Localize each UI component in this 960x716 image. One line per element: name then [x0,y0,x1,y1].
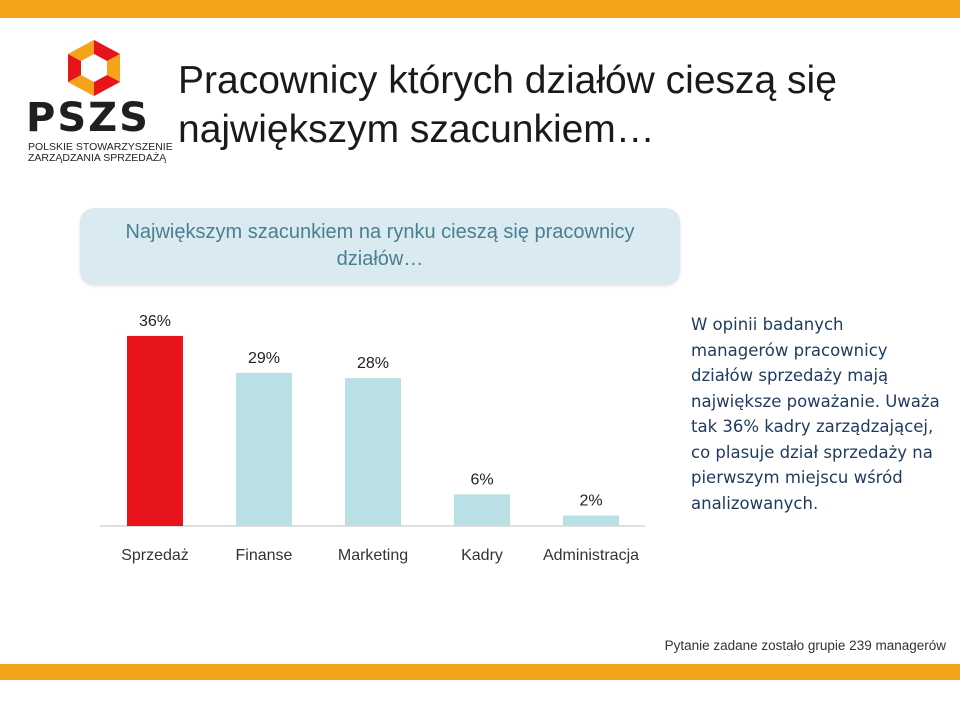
subtitle-text: Największym szacunkiem na rynku cieszą s… [125,221,635,270]
bar-marketing [345,378,401,526]
description-text: W opinii badanych managerów pracownicy d… [691,315,940,513]
bar-chart-svg: 36% Sprzedaż 29% Finanse 28% Marketing 6% Kadry… [100,313,645,564]
category-label-sprzedaż: Sprzedaż [121,547,189,564]
category-label-finanse: Finanse [236,547,293,564]
data-label-kadry: 6% [470,471,493,488]
data-label-sprzedaż: 36% [139,313,171,330]
data-label-administracja: 2% [579,492,602,509]
logo-subtitle-line1: POLSKIE STOWARZYSZENIE [28,141,173,153]
category-label-marketing: Marketing [338,547,408,564]
pszs-logo: PSZS POLSKIE STOWARZYSZENIE ZARZĄDZANIA … [24,38,173,166]
bottom-accent-bar [0,664,960,680]
bar-finanse [236,372,292,526]
page-title: Pracownicy których działów cieszą się na… [178,56,938,154]
title-line-2: największym szacunkiem… [178,108,655,151]
logo-wordmark: PSZS [26,95,150,141]
footnote: Pytanie zadane zostało grupie 239 manage… [664,638,946,653]
logo-subtitle-line2: ZARZĄDZANIA SPRZEDAŻĄ [28,152,167,164]
data-label-marketing: 28% [357,355,389,372]
top-accent-bar [0,0,960,18]
data-label-finanse: 29% [248,350,280,367]
category-label-kadry: Kadry [461,547,503,564]
title-line-1: Pracownicy których działów cieszą się [178,59,837,102]
subtitle-box: Największym szacunkiem na rynku cieszą s… [80,208,680,284]
bar-kadry [454,494,510,526]
bar-administracja [563,515,619,526]
logo-emblem-icon [68,40,120,96]
category-label-administracja: Administracja [543,547,639,564]
bar-chart: 36% Sprzedaż 29% Finanse 28% Marketing 6% Kadry… [100,300,660,585]
bar-sprzedaż [127,335,183,526]
